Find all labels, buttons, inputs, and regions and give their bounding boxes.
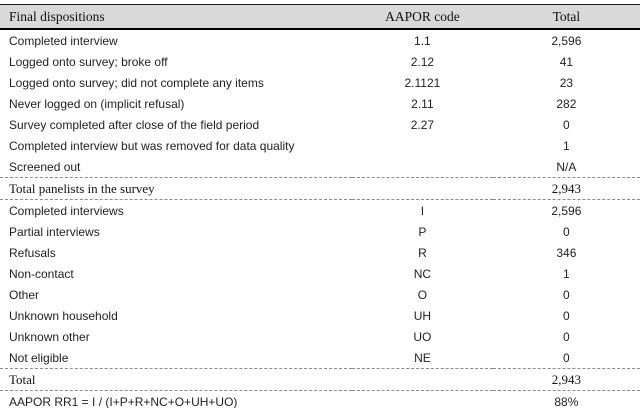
aapor-code-value: [352, 391, 493, 408]
aapor-code-value: 2.27: [410, 117, 435, 132]
total-value: 0: [563, 308, 570, 323]
aapor-code-value: 1.1: [414, 33, 431, 48]
table-row: Survey completed after close of the fiel…: [0, 114, 640, 135]
total-value: 0: [563, 117, 570, 132]
table-row: Unknown household UH 0: [0, 305, 640, 326]
disposition-label: Completed interview: [9, 33, 118, 48]
table-row: Logged onto survey; broke off 2.12 41: [0, 51, 640, 72]
disposition-label: Partial interviews: [9, 224, 100, 239]
total-value: 282: [556, 96, 577, 111]
total-value: 23: [559, 75, 574, 90]
total-value: N/A: [556, 159, 577, 174]
header-aapor-code: AAPOR code: [352, 4, 493, 30]
table-row: Not eligible NE 0: [0, 347, 640, 369]
aapor-code-value: O: [417, 287, 428, 302]
aapor-code-value: I: [420, 203, 425, 218]
disposition-label: Unknown other: [9, 329, 90, 344]
total-value: 1: [563, 266, 570, 281]
total-value: 0: [563, 287, 570, 302]
table-row: Non-contact NC 1: [0, 263, 640, 284]
disposition-label: Completed interview but was removed for …: [9, 138, 295, 153]
table-row: Total 2,943: [0, 368, 640, 391]
total-value: 2,943: [492, 368, 640, 391]
table-row: Completed interview 1.1 2,596: [0, 29, 640, 51]
table-body: Completed interview 1.1 2,596 Logged ont…: [0, 29, 640, 408]
disposition-label: Screened out: [9, 159, 81, 174]
aapor-code-value: P: [418, 224, 427, 239]
total-value: 41: [559, 54, 574, 69]
disposition-label: Completed interviews: [9, 203, 124, 218]
disposition-label: Other: [9, 287, 40, 302]
disposition-label: Not eligible: [9, 350, 69, 365]
header-row: Final dispositions AAPOR code Total: [0, 4, 640, 30]
table-row: Never logged on (implicit refusal) 2.11 …: [0, 93, 640, 114]
aapor-code-value: 2.12: [410, 54, 435, 69]
total-value: 346: [556, 245, 577, 260]
aapor-code-value: 2.11: [411, 96, 434, 111]
table-row: Refusals R 346: [0, 242, 640, 263]
aapor-code-value: R: [418, 245, 427, 260]
aapor-code-value: 2.1121: [404, 75, 441, 90]
table-row: Logged onto survey; did not complete any…: [0, 72, 640, 93]
table-row: Completed interview but was removed for …: [0, 135, 640, 156]
table-header: Final dispositions AAPOR code Total: [0, 4, 640, 30]
disposition-label: Unknown household: [9, 308, 118, 323]
table-row: Partial interviews P 0: [0, 221, 640, 242]
final-dispositions-table: Final dispositions AAPOR code Total Comp…: [0, 4, 640, 408]
table-row: Other O 0: [0, 284, 640, 305]
total-value: 0: [563, 350, 570, 365]
disposition-label: Total panelists in the survey: [0, 177, 352, 200]
total-value: 1: [563, 138, 570, 153]
aapor-code-value: [352, 135, 493, 156]
total-value: 2,943: [492, 177, 640, 200]
disposition-label: Total: [0, 368, 352, 391]
aapor-code-value: [352, 368, 493, 391]
aapor-code-value: [352, 156, 493, 178]
disposition-label: AAPOR RR1 = I / (I+P+R+NC+O+UH+UO): [9, 394, 238, 408]
table-row: Unknown other UO 0: [0, 326, 640, 347]
total-value: 0: [563, 224, 570, 239]
disposition-label: Non-contact: [9, 266, 74, 281]
total-value: 2,596: [551, 33, 582, 48]
disposition-label: Logged onto survey; broke off: [9, 54, 168, 69]
disposition-label: Never logged on (implicit refusal): [9, 96, 185, 111]
disposition-label: Refusals: [9, 245, 56, 260]
aapor-code-value: UO: [413, 329, 432, 344]
total-value: 2,596: [551, 203, 582, 218]
aapor-code-value: [352, 177, 493, 200]
aapor-code-value: NC: [413, 266, 432, 281]
table-row: Total panelists in the survey 2,943: [0, 177, 640, 200]
table-row: AAPOR RR1 = I / (I+P+R+NC+O+UH+UO) 88%: [0, 391, 640, 408]
header-final-dispositions: Final dispositions: [0, 4, 352, 30]
total-value: 0: [563, 329, 570, 344]
aapor-code-value: NE: [414, 350, 431, 365]
total-value: 88%: [554, 394, 579, 408]
aapor-code-value: UH: [413, 308, 432, 323]
header-total: Total: [492, 4, 640, 30]
table-row: Screened out N/A: [0, 156, 640, 178]
disposition-label: Survey completed after close of the fiel…: [9, 117, 260, 132]
table-row: Completed interviews I 2,596: [0, 200, 640, 222]
disposition-label: Logged onto survey; did not complete any…: [9, 75, 264, 90]
